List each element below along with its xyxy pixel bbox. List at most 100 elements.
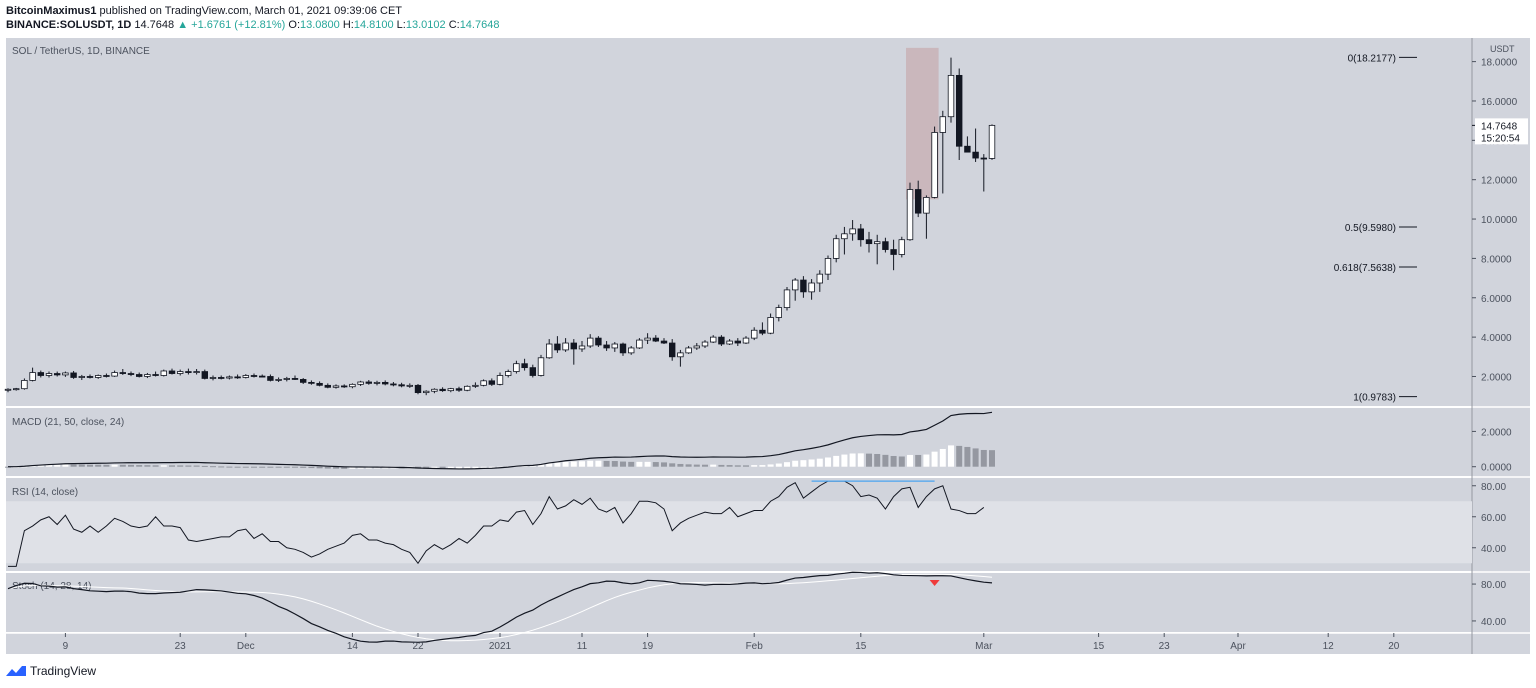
rsi-title: RSI (14, close) [12, 487, 78, 498]
candle-body [455, 388, 463, 391]
fib-label: 0(18.2177) [1348, 53, 1396, 64]
candle-body [587, 337, 594, 347]
macd-histogram-bar [751, 465, 758, 467]
price-tick-label: 12.0000 [1481, 176, 1518, 187]
candle-body [168, 370, 176, 374]
candle-body [669, 342, 676, 358]
macd-histogram-bar [308, 466, 315, 469]
candle-body [890, 249, 897, 255]
candle-body [677, 352, 684, 358]
macd-histogram-bar [833, 455, 840, 467]
candle-body [234, 376, 241, 379]
macd-histogram-bar [948, 445, 954, 467]
price-tick-label: 4.0000 [1481, 333, 1512, 344]
publish-info: published on TradingView.com, March 01, … [96, 5, 403, 17]
macd-histogram-bar [333, 466, 339, 469]
macd-histogram-bar [103, 464, 110, 467]
macd-histogram-bar [447, 466, 454, 469]
macd-histogram-bar [595, 460, 602, 467]
candle-body [628, 347, 635, 354]
candle-body [21, 380, 28, 390]
macd-histogram-bar [570, 461, 577, 467]
macd-histogram-bar [956, 445, 963, 467]
candle-body [652, 337, 659, 342]
open-value: 13.0800 [300, 19, 340, 31]
macd-histogram-bar [907, 454, 913, 467]
macd-histogram-bar [439, 466, 446, 469]
candle-body [800, 279, 807, 293]
candle-body [734, 340, 741, 344]
candle-body [939, 116, 946, 133]
footer-brand: TradingView [6, 664, 96, 678]
macd-line [7, 411, 993, 470]
candle-body [956, 74, 963, 147]
time-tick-label: 20 [1388, 641, 1400, 652]
macd-histogram-bar [316, 466, 323, 469]
candle-body [726, 340, 733, 345]
macd-histogram-bar [177, 465, 184, 467]
candle-body [398, 384, 405, 387]
close-label: C: [448, 19, 460, 31]
macd-histogram-bar [849, 453, 856, 467]
macd-histogram-bar [669, 463, 676, 467]
macd-histogram-bar [267, 466, 274, 468]
candle-body [824, 258, 832, 275]
rsi-tick-label: 40.00 [1481, 544, 1506, 555]
macd-histogram-bar [866, 453, 872, 467]
macd-histogram-bar [37, 465, 44, 467]
candle-body [972, 151, 979, 159]
candle-body [546, 343, 553, 359]
brand-name: TradingView [30, 664, 97, 678]
price-tick-label: 2.0000 [1481, 372, 1512, 383]
candle-body [316, 382, 323, 386]
candle-body [857, 228, 864, 241]
macd-histogram-bar [324, 466, 331, 469]
candle-body [554, 343, 561, 351]
candle-body [980, 157, 987, 160]
candle-body [496, 375, 504, 385]
macd-histogram-bar [341, 466, 348, 469]
macd-histogram-bar [734, 465, 741, 467]
candle-body [283, 378, 290, 380]
candle-body [644, 337, 651, 341]
candle-body [332, 385, 340, 388]
macd-histogram-bar [456, 466, 462, 469]
macd-histogram-bar [275, 466, 282, 468]
candle-body [201, 371, 208, 379]
candle-body [603, 344, 610, 349]
macd-histogram-bar [816, 458, 823, 467]
macd-histogram-bar [54, 464, 61, 467]
candle-body [37, 372, 44, 376]
macd-histogram-bar [743, 465, 749, 467]
macd-histogram-bar [710, 464, 717, 467]
macd-histogram-bar [5, 466, 11, 468]
author-name[interactable]: BitcoinMaximus1 [6, 5, 97, 17]
macd-histogram-bar [636, 461, 643, 467]
tradingview-logo-icon [6, 666, 26, 676]
candle-body [217, 377, 225, 379]
macd-histogram-bar [808, 459, 815, 467]
candle-body [947, 74, 955, 118]
macd-histogram-bar [554, 462, 561, 467]
candle-body [898, 239, 905, 255]
candle-body [447, 388, 454, 392]
macd-histogram-bar [980, 449, 987, 467]
macd-histogram-bar [718, 464, 725, 467]
candle-body [250, 375, 258, 377]
macd-histogram-bar [283, 466, 290, 468]
candle-body [833, 238, 840, 259]
macd-histogram-bar [251, 466, 257, 468]
macd-histogram-bar [431, 466, 438, 469]
macd-histogram-bar [562, 461, 569, 467]
time-tick-label: 9 [63, 641, 69, 652]
candle-body [431, 388, 438, 392]
change-arrow-icon: ▲ [177, 19, 189, 31]
close-value: 14.7648 [459, 19, 500, 31]
last-price-box [1475, 118, 1528, 145]
macd-histogram-bar [792, 460, 799, 467]
macd-histogram-bar [62, 464, 69, 467]
candle-body [242, 375, 249, 378]
macd-histogram-bar [620, 461, 626, 467]
candle-body [701, 341, 709, 347]
